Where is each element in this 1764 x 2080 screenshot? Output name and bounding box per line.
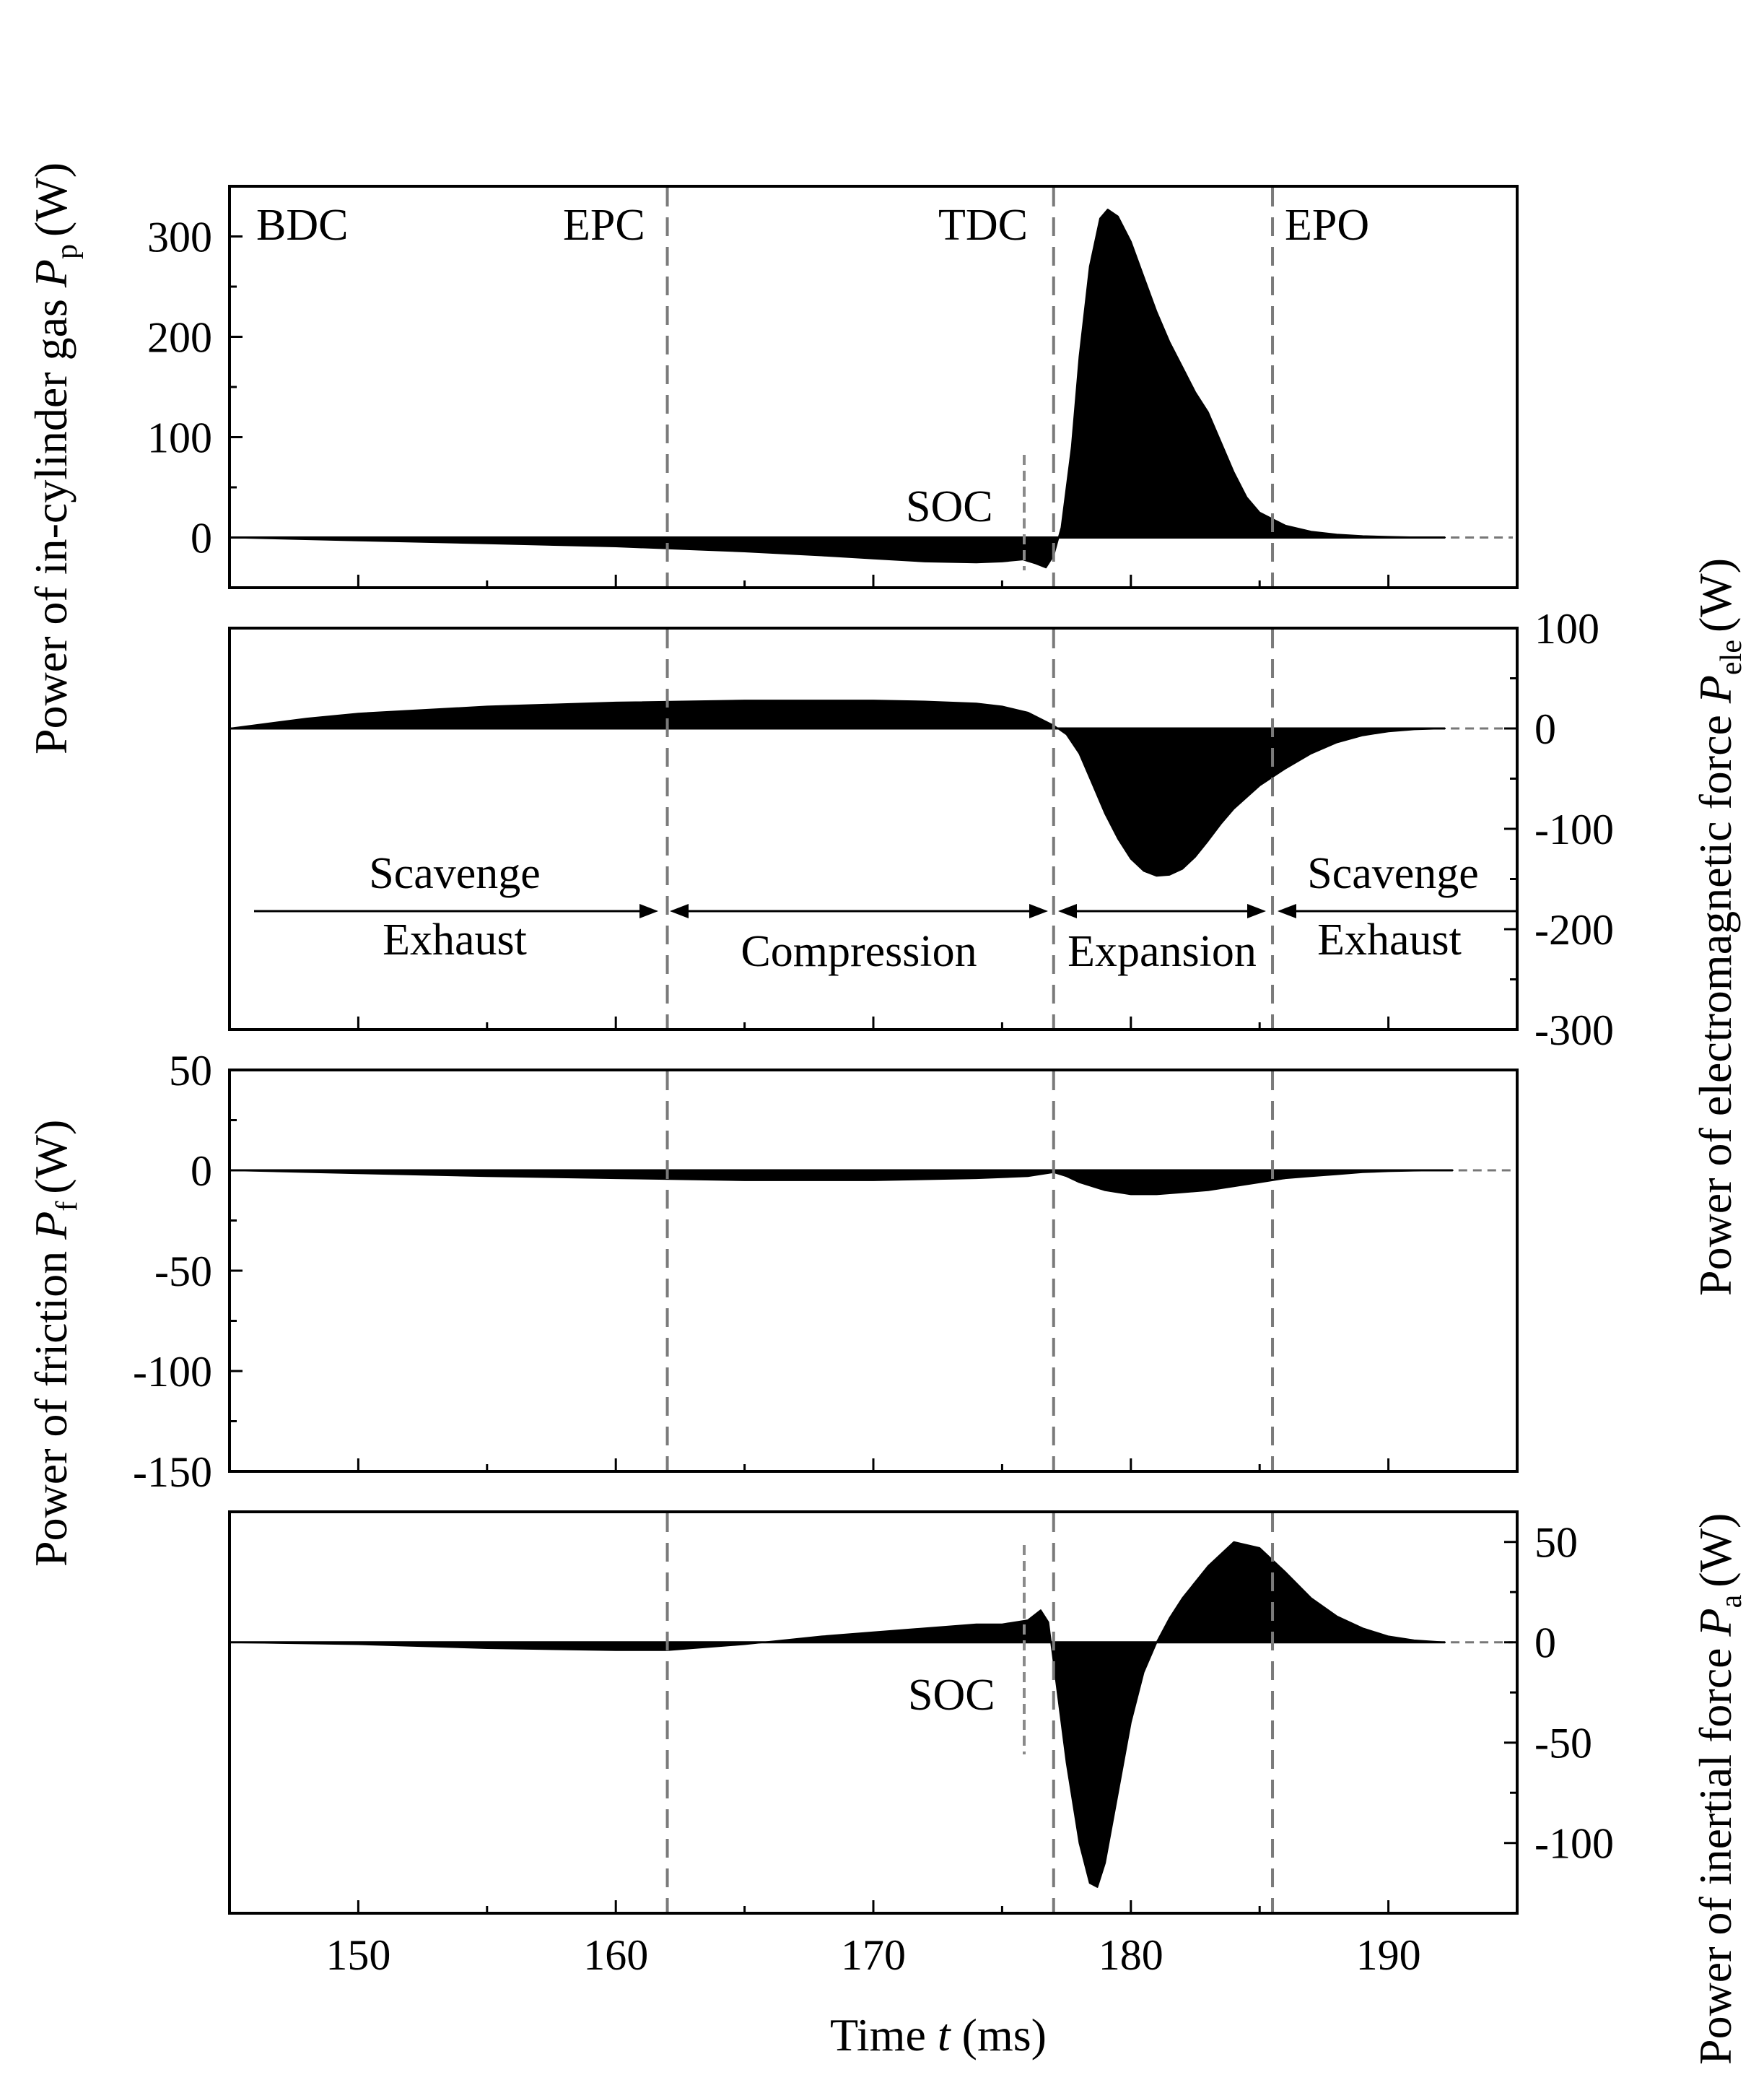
area-inert [229, 1541, 1446, 1888]
ytick-label-fric: -50 [154, 1248, 212, 1295]
annotation-tdc: TDC [938, 201, 1028, 250]
area-ele [229, 700, 1446, 877]
ytick-label-fric: 50 [169, 1047, 212, 1095]
phase-exhaust-2: Exhaust [1317, 915, 1462, 965]
xtick-label: 180 [1099, 1931, 1163, 1979]
ylabel-inert: Power of inertial force Pa(W) [1690, 1513, 1748, 2065]
ytick-label-inert: -100 [1534, 1820, 1614, 1868]
phase-scavenge-2: Scavenge [1307, 849, 1479, 898]
annotation-soc-gas: SOC [906, 482, 993, 531]
ytick-label-gas: 200 [147, 314, 212, 362]
xtick-label: 160 [583, 1931, 648, 1979]
ytick-label-fric: -150 [133, 1448, 212, 1496]
phase-exhaust-1: Exhaust [383, 915, 527, 965]
phase-expansion: Expansion [1067, 927, 1257, 976]
panel-inert-frame [228, 1510, 1519, 1915]
annotation-bdc: BDC [256, 201, 348, 250]
ytick-label-gas: 0 [191, 515, 212, 562]
ylabel-fric: Power of friction Pf(W) [25, 1120, 84, 1567]
area-fric [229, 1170, 1454, 1196]
ylabel-gas: Power of in-cylinder gas Pp(W) [25, 162, 84, 754]
ytick-label-ele: -200 [1534, 906, 1614, 954]
ytick-label-inert: 0 [1534, 1619, 1556, 1667]
annotation-epc: EPC [563, 201, 645, 250]
annotation-epo: EPO [1285, 201, 1369, 250]
ytick-label-gas: 100 [147, 414, 212, 462]
ytick-label-fric: -100 [133, 1348, 212, 1396]
xtick-label: 170 [841, 1931, 906, 1979]
area-gas [229, 209, 1446, 569]
ytick-label-fric: 0 [191, 1147, 212, 1195]
ytick-label-inert: -50 [1534, 1720, 1592, 1767]
ytick-label-gas: 300 [147, 214, 212, 261]
ytick-label-inert: 50 [1534, 1519, 1578, 1567]
xtick-label: 190 [1356, 1931, 1421, 1979]
xtick-label: 150 [326, 1931, 390, 1979]
ytick-label-ele: -100 [1534, 806, 1614, 853]
panel-fric-frame [228, 1069, 1519, 1473]
ytick-label-ele: 100 [1534, 605, 1599, 653]
ytick-label-ele: -300 [1534, 1006, 1614, 1054]
ytick-label-ele: 0 [1534, 705, 1556, 753]
xlabel: Time t (ms) [830, 2009, 1047, 2061]
annotation-soc-inert: SOC [908, 1671, 995, 1720]
ylabel-ele: Power of electromagnetic force Pele(W) [1690, 558, 1748, 1296]
phase-scavenge-1: Scavenge [369, 849, 541, 898]
phase-compression: Compression [741, 927, 977, 976]
phase-arrows [254, 904, 1516, 918]
